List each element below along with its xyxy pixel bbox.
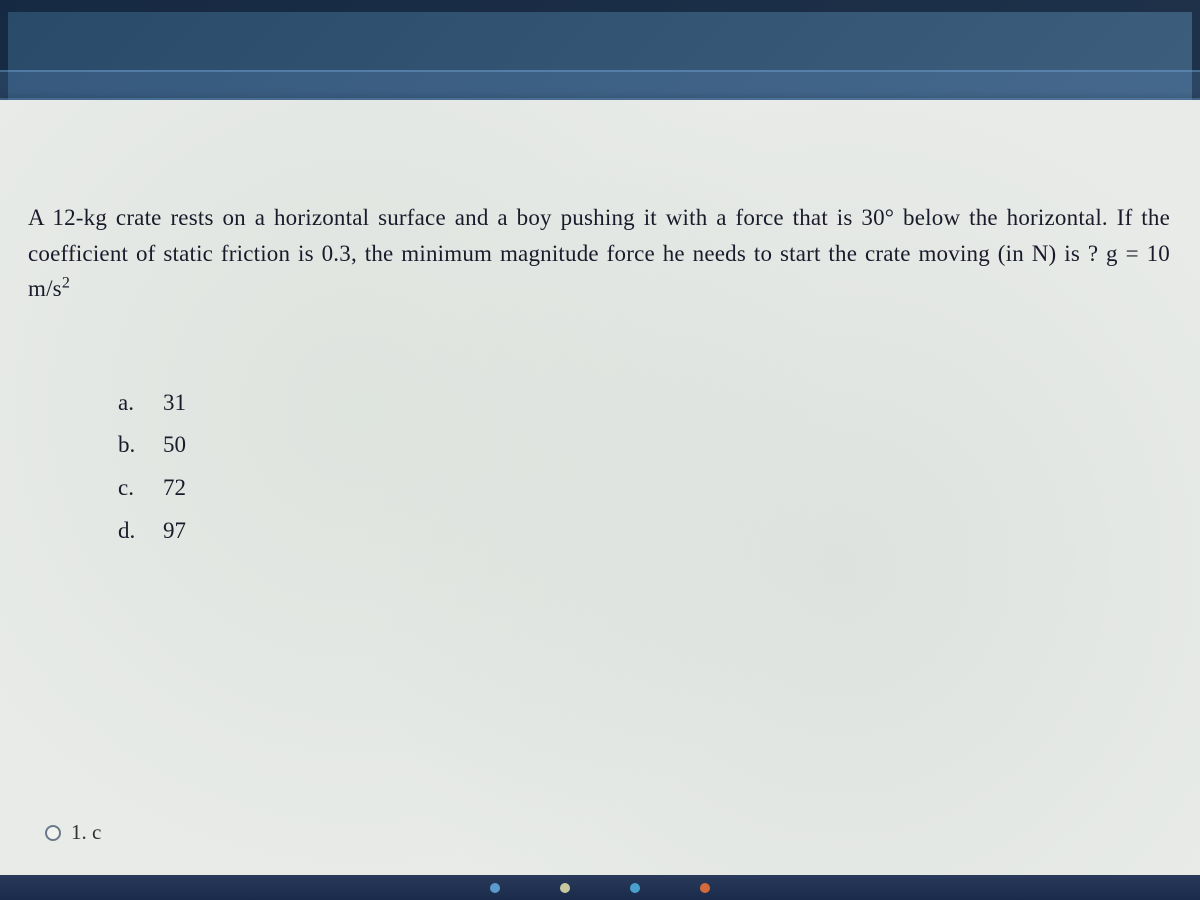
option-letter: c. [118, 467, 163, 510]
option-b: b. 50 [118, 424, 1170, 467]
option-value: 72 [163, 467, 186, 510]
option-letter: b. [118, 424, 163, 467]
taskbar-icon[interactable] [490, 883, 500, 893]
answer-choice-1c[interactable]: 1. c [45, 820, 101, 845]
taskbar-icon[interactable] [560, 883, 570, 893]
option-letter: a. [118, 382, 163, 425]
taskbar-icon[interactable] [630, 883, 640, 893]
question-text: A 12-kg crate rests on a horizontal surf… [28, 200, 1170, 307]
answer-choice-label: 1. c [71, 820, 101, 845]
question-page: A 12-kg crate rests on a horizontal surf… [0, 100, 1200, 875]
exponent-2: 2 [62, 275, 70, 292]
question-text-part-1: A 12-kg crate rests on a horizontal surf… [28, 205, 885, 230]
option-value: 31 [163, 382, 186, 425]
option-letter: d. [118, 510, 163, 553]
radio-icon[interactable] [45, 825, 61, 841]
option-d: d. 97 [118, 510, 1170, 553]
taskbar [0, 875, 1200, 900]
option-a: a. 31 [118, 382, 1170, 425]
degree-symbol: ° [885, 205, 894, 230]
option-c: c. 72 [118, 467, 1170, 510]
option-value: 50 [163, 424, 186, 467]
browser-top-bar [0, 70, 1200, 100]
taskbar-icon[interactable] [700, 883, 710, 893]
answer-options: a. 31 b. 50 c. 72 d. 97 [118, 382, 1170, 552]
option-value: 97 [163, 510, 186, 553]
